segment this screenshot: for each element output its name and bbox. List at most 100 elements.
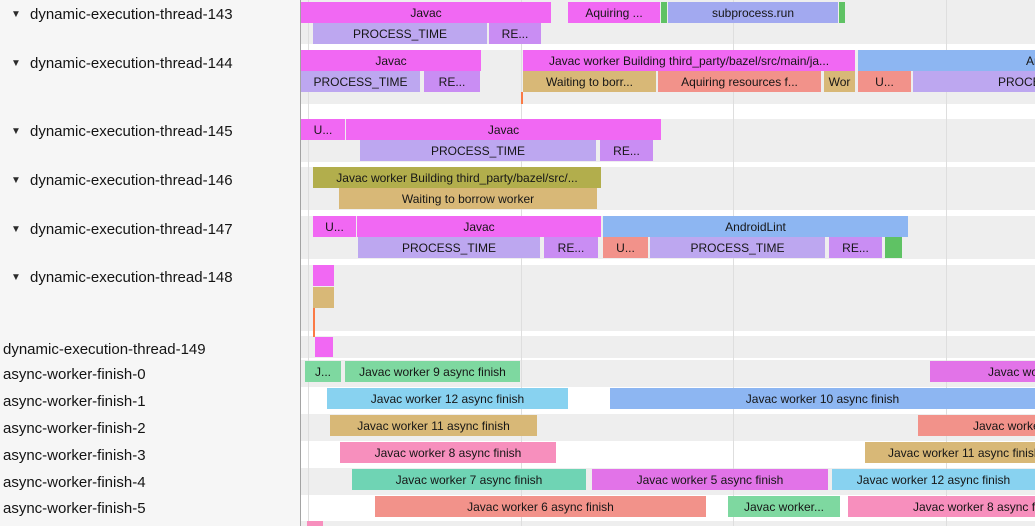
slice-label: Javac [463,219,495,234]
slice[interactable]: RE... [600,140,653,161]
slice[interactable]: U... [301,119,345,140]
slice[interactable]: Javac worker 5 async finish [592,469,828,490]
slice[interactable]: Javac worker Building third_party/bazel/… [313,167,601,188]
slice-label: RE... [438,74,466,89]
slice[interactable]: Javac worker 12 async finish [327,388,568,409]
slice[interactable]: Javac [301,50,481,71]
slice[interactable]: PROCESS_TIME [301,71,420,92]
slice-label: Javac [410,5,442,20]
track-background [301,265,1035,331]
slice[interactable]: PROCESS_TIME [313,23,487,44]
slice-label: J... [314,364,331,379]
track-label-row[interactable]: async-worker-finish-1 [0,389,303,413]
slice[interactable]: Javac [301,2,551,23]
track-label-row[interactable]: ▼ dynamic-execution-thread-143 [0,2,300,26]
slice-label: Javac worker 8 async finish [913,499,1035,514]
track-label-row[interactable]: async-worker-finish-3 [0,443,303,467]
slice-label: Javac worker 11 async finish [357,418,510,433]
track-label: dynamic-execution-thread-144 [30,54,233,72]
slice[interactable]: Javac worker 11 async finish [330,415,537,436]
slice-label: U... [616,240,635,255]
gridline [946,0,947,526]
track-label-row[interactable]: ▼ dynamic-execution-thread-145 [0,119,300,143]
track-label-row[interactable]: ▼ dynamic-execution-thread-146 [0,168,300,192]
slice[interactable]: Javac worker 8 async finish [340,442,556,463]
slice[interactable]: AndroidLint [603,216,908,237]
gridline [733,0,734,526]
expander-icon[interactable]: ▼ [11,271,21,283]
slice[interactable]: U... [858,71,911,92]
slice[interactable]: Javac [346,119,661,140]
slice[interactable]: Javac worker 11 async finish [865,442,1035,463]
slice-label: Javac worker... [743,499,825,514]
slice[interactable]: RE... [829,237,882,258]
slice[interactable]: AndroidLint [858,50,1035,71]
instant-marker[interactable] [521,92,523,104]
track-label-row[interactable]: async-worker-finish-5 [0,496,303,520]
slice[interactable] [313,287,334,308]
track-label: async-worker-finish-3 [3,446,146,464]
slice[interactable]: RE... [544,237,598,258]
slice-label: Javac worker 6 async finish [973,418,1035,433]
slice[interactable]: Javac worker Building third_party/bazel/… [523,50,855,71]
slice[interactable]: Javac worker... [728,496,840,517]
slice[interactable]: Javac [357,216,601,237]
track-label-row[interactable]: ▼ dynamic-execution-thread-148 [0,265,300,289]
slice-label: Javac worker 7 async finish [395,472,543,487]
slice[interactable]: J... [305,361,341,382]
slice[interactable]: RE... [489,23,541,44]
track-label-row[interactable]: ▼ dynamic-execution-thread-144 [0,51,300,75]
slice[interactable]: Javac worker 6 async finish [375,496,706,517]
slice[interactable]: Javac worker 12 async finish [832,469,1035,490]
track-name-panel: ▼ dynamic-execution-thread-143 ▼ dynamic-ex… [0,0,301,526]
slice[interactable]: Javac worker 8 async finish [848,496,1035,517]
track-label: async-worker-finish-1 [3,392,146,410]
track-label-row[interactable]: dynamic-execution-thread-149 [0,337,303,361]
slice[interactable]: Aquiring ... [568,2,660,23]
track-label-row[interactable]: async-worker-finish-2 [0,416,303,440]
slice[interactable] [661,2,667,23]
track-label: dynamic-execution-thread-143 [30,5,233,23]
slice[interactable]: U... [313,216,356,237]
track-label: async-worker-finish-2 [3,419,146,437]
slice[interactable]: Javac worker 10 async finish [610,388,1035,409]
slice[interactable]: PROCESS_TIME [913,71,1035,92]
slice[interactable]: Javac worker 9 async finish [345,361,520,382]
track-background [301,521,1035,526]
track-label: dynamic-execution-thread-147 [30,220,233,238]
track-background [301,336,1035,358]
slice-label: PROCESS_TIME [690,240,785,255]
slice[interactable]: Aquiring resources f... [658,71,821,92]
slice-label: PROCESS_TIME [430,143,526,158]
slice[interactable]: U... [603,237,648,258]
slice[interactable] [315,337,333,357]
track-label-row[interactable]: ▼ dynamic-execution-thread-147 [0,217,300,241]
slice[interactable]: Javac worker 5 async finish [930,361,1035,382]
slice-label: Javac [375,53,407,68]
slice[interactable]: RE... [424,71,480,92]
slice[interactable]: PROCESS_TIME [358,237,540,258]
slice[interactable] [885,237,902,258]
expander-icon[interactable]: ▼ [11,8,21,20]
expander-icon[interactable]: ▼ [11,223,21,235]
slice[interactable] [307,521,323,526]
slice[interactable]: Javac worker 7 async finish [352,469,586,490]
slice[interactable] [313,265,334,286]
track-label-row[interactable]: async-worker-finish-0 [0,362,303,386]
track-label: async-worker-finish-4 [3,473,146,491]
expander-icon[interactable]: ▼ [11,57,21,69]
slice-label: Javac [487,122,520,137]
instant-marker[interactable] [313,308,315,337]
slice[interactable]: Javac worker 6 async finish [918,415,1035,436]
expander-icon[interactable]: ▼ [11,125,21,137]
slice[interactable]: PROCESS_TIME [650,237,825,258]
slice[interactable]: Waiting to borrow worker [339,188,597,209]
slice[interactable]: Waiting to borr... [523,71,656,92]
slice[interactable]: PROCESS_TIME [360,140,596,161]
slice[interactable]: Wor [824,71,855,92]
slice[interactable]: subprocess.run [668,2,838,23]
track-label-row[interactable]: async-worker-finish-4 [0,470,303,494]
slice[interactable] [839,2,845,23]
slice-label: Javac worker 5 async finish [636,472,784,487]
expander-icon[interactable]: ▼ [11,174,21,186]
